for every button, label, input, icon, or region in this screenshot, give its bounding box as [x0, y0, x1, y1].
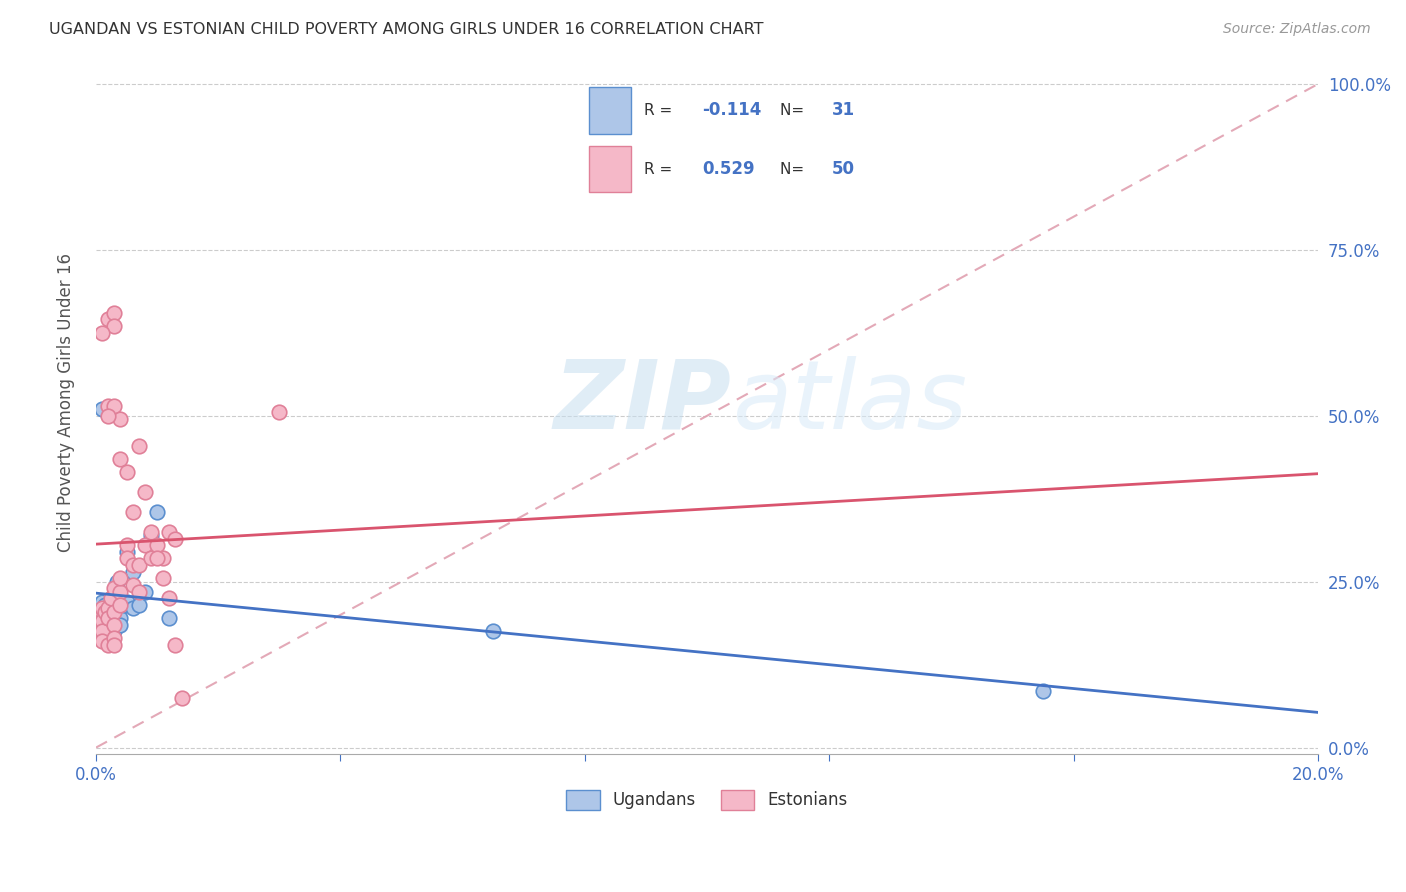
Point [165, 638, 187, 652]
Point [91, 624, 114, 639]
Point [128, 584, 150, 599]
Point [115, 545, 138, 559]
Point [110, 412, 132, 426]
Point [170, 690, 193, 705]
Point [91, 615, 114, 629]
Text: atlas: atlas [731, 356, 966, 449]
Point [91, 634, 114, 648]
Point [139, 551, 162, 566]
Point [110, 584, 132, 599]
Point [103, 617, 125, 632]
Point [94, 598, 117, 612]
Point [103, 607, 125, 622]
Point [91, 594, 114, 608]
Point [91, 607, 114, 622]
Point [103, 605, 125, 619]
Point [103, 598, 125, 612]
Point [103, 399, 125, 413]
Point [103, 624, 125, 639]
Point [121, 558, 143, 572]
Point [157, 611, 180, 625]
Point [97, 611, 120, 625]
Point [97, 621, 120, 635]
Point [121, 505, 143, 519]
Point [94, 605, 117, 619]
Point [103, 319, 125, 334]
Point [115, 594, 138, 608]
Point [91, 402, 114, 417]
Point [121, 578, 143, 592]
Text: ZIP: ZIP [554, 356, 731, 449]
Point [97, 611, 120, 625]
Point [97, 409, 120, 423]
Point [103, 617, 125, 632]
Point [146, 538, 169, 552]
Point [97, 601, 120, 615]
Point [121, 565, 143, 579]
Point [110, 598, 132, 612]
Point [97, 638, 120, 652]
Point [107, 574, 129, 589]
Point [103, 631, 125, 645]
Point [128, 558, 150, 572]
Point [128, 598, 150, 612]
Y-axis label: Child Poverty Among Girls Under 16: Child Poverty Among Girls Under 16 [58, 253, 75, 552]
Point [139, 524, 162, 539]
Point [115, 465, 138, 479]
Point [91, 605, 114, 619]
Text: UGANDAN VS ESTONIAN CHILD POVERTY AMONG GIRLS UNDER 16 CORRELATION CHART: UGANDAN VS ESTONIAN CHILD POVERTY AMONG … [49, 22, 763, 37]
Point [152, 551, 174, 566]
Point [1032, 684, 1054, 698]
Point [110, 571, 132, 585]
Point [110, 611, 132, 625]
Point [121, 601, 143, 615]
Point [100, 591, 122, 606]
Point [97, 399, 120, 413]
Point [103, 582, 125, 596]
Point [165, 532, 187, 546]
Point [128, 439, 150, 453]
Point [269, 405, 291, 419]
Point [110, 451, 132, 466]
Point [112, 598, 135, 612]
Point [91, 326, 114, 340]
Point [115, 551, 138, 566]
Point [97, 607, 120, 622]
Point [134, 584, 156, 599]
Point [146, 551, 169, 566]
Point [482, 624, 505, 639]
Point [91, 601, 114, 615]
Point [134, 538, 156, 552]
Point [103, 306, 125, 320]
Legend: Ugandans, Estonians: Ugandans, Estonians [560, 784, 855, 816]
Point [152, 571, 174, 585]
Point [91, 624, 114, 639]
Point [134, 485, 156, 500]
Point [110, 617, 132, 632]
Point [157, 524, 180, 539]
Point [110, 601, 132, 615]
Point [139, 528, 162, 542]
Point [146, 505, 169, 519]
Point [91, 617, 114, 632]
Point [157, 591, 180, 606]
Point [115, 538, 138, 552]
Point [97, 312, 120, 326]
Point [100, 594, 122, 608]
Point [97, 601, 120, 615]
Text: Source: ZipAtlas.com: Source: ZipAtlas.com [1223, 22, 1371, 37]
Point [103, 638, 125, 652]
